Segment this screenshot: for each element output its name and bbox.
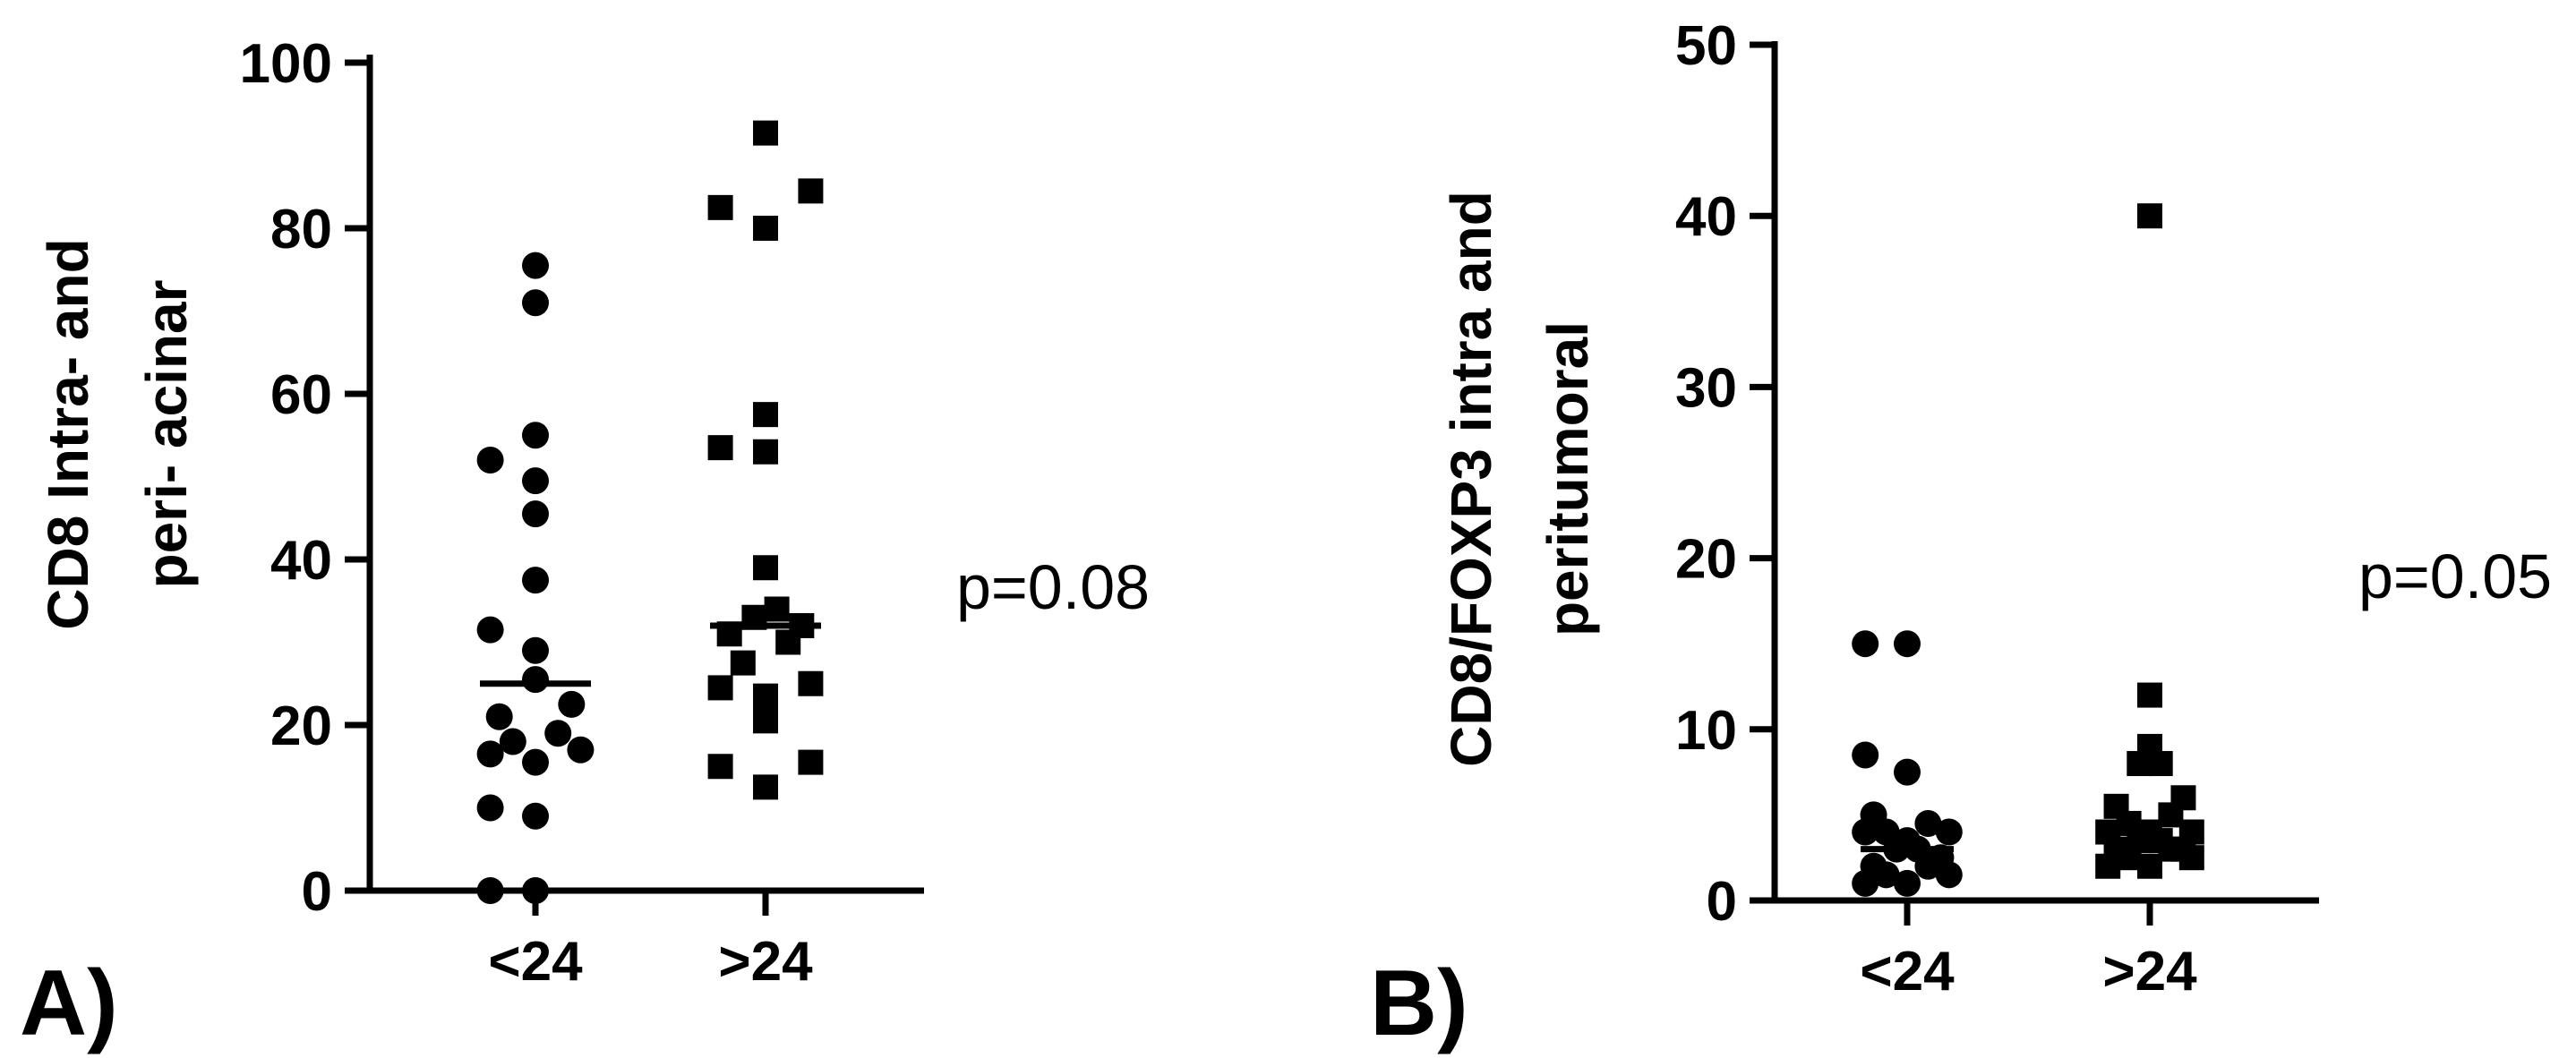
panel-b-point-gt24 [2137, 733, 2162, 759]
panel-a-point-gt24 [707, 194, 733, 220]
panel-a-y-tick-label: 0 [302, 861, 332, 923]
panel-b-point-lt24 [1894, 869, 1921, 897]
panel-a-point-gt24 [753, 555, 778, 581]
panel-b-y-tick-label: 40 [1675, 186, 1737, 248]
panel-a-point-gt24 [753, 774, 778, 800]
panel-a-p-value: p=0.08 [956, 552, 1150, 622]
panel-a-y-axis-title-line2: peri- acinar [134, 279, 199, 588]
panel-a-point-gt24 [707, 754, 733, 780]
panel-a-y-tick-label: 80 [270, 199, 332, 260]
panel-b-y-tick-label: 10 [1675, 700, 1737, 762]
panel-a-point-gt24 [753, 683, 778, 709]
panel-a-point-lt24 [522, 666, 549, 694]
panel-a-marks [476, 120, 824, 904]
panel-a-point-gt24 [707, 675, 733, 701]
panel-a-point-gt24 [753, 120, 778, 146]
panel-a-y-axis-title-line1: CD8 Intra- and [36, 238, 100, 629]
panel-a-point-lt24 [522, 252, 549, 279]
panel-a-point-lt24 [522, 802, 549, 830]
panel-a-point-gt24 [753, 708, 778, 734]
panel-a-point-lt24 [476, 794, 504, 822]
panel-b-point-lt24 [1860, 852, 1887, 880]
panel-a-point-lt24 [522, 289, 549, 317]
panel-b-y-tick-label: 30 [1675, 357, 1737, 419]
panel-a-point-lt24 [522, 500, 549, 528]
panel-a-point-lt24 [522, 748, 549, 776]
panel-b-x-ticks: <24 >24 [1860, 900, 2197, 1003]
panel-a-point-lt24 [522, 567, 549, 594]
panel-a-point-gt24 [798, 749, 824, 775]
panel-b-y-axis-title-line2: peritumoral [1536, 321, 1600, 636]
panel-a-point-lt24 [476, 447, 504, 474]
panel-a-point-lt24 [567, 736, 595, 764]
panel-b-y-tick-label: 50 [1675, 15, 1737, 77]
panel-b-y-ticks: 0 10 20 30 40 50 [1675, 15, 1775, 933]
panel-b-point-gt24 [2137, 853, 2162, 879]
panel-b-point-gt24 [2137, 682, 2162, 708]
panel-b-point-gt24 [2103, 793, 2129, 819]
panel-a-y-tick-label: 20 [270, 695, 332, 757]
panel-b-p-value: p=0.05 [2358, 542, 2552, 611]
panel-a-point-gt24 [730, 650, 756, 676]
panel-a-label: A) [20, 951, 118, 1055]
panel-a-point-gt24 [798, 178, 824, 204]
panel-b-point-lt24 [1860, 801, 1887, 829]
panel-a-point-lt24 [522, 467, 549, 495]
panel-b-point-lt24 [1894, 758, 1921, 786]
panel-b-point-gt24 [2137, 203, 2162, 229]
panel-b-y-tick-label: 0 [1707, 871, 1737, 933]
panel-a-y-tick-label: 60 [270, 364, 332, 426]
panel-b-point-lt24 [1894, 630, 1921, 658]
panel-a-point-lt24 [499, 728, 526, 755]
panel-a-y-tick-label: 40 [270, 530, 332, 592]
panel-a-point-gt24 [764, 596, 790, 622]
panel-b-label: B) [1370, 951, 1468, 1055]
panel-a-point-gt24 [798, 670, 824, 696]
panel-a-point-gt24 [753, 216, 778, 241]
panel-a-point-gt24 [753, 402, 778, 428]
panel-a-x-tick-label: <24 [488, 931, 583, 993]
panel-b-point-lt24 [1852, 630, 1879, 658]
panel-a-point-gt24 [753, 439, 778, 465]
panel-a-y-ticks: 0 20 40 60 80 100 [240, 33, 370, 923]
panel-b: 0 10 20 30 40 50 <24 >24 CD8/FOXP3 intra and p… [1370, 15, 2552, 1055]
panel-b-point-lt24 [1914, 809, 1942, 837]
panel-b-point-lt24 [1852, 741, 1879, 769]
panel-b-marks [1852, 203, 2204, 897]
panel-a-point-lt24 [522, 422, 549, 449]
panel-a-point-gt24 [707, 435, 733, 461]
panel-a-x-tick-label: >24 [718, 931, 813, 993]
panel-b-x-tick-label: >24 [2102, 941, 2197, 1003]
panel-a-point-lt24 [476, 740, 504, 768]
panel-a-point-lt24 [544, 720, 572, 747]
panel-a-point-lt24 [485, 703, 513, 730]
panel-a-point-lt24 [522, 636, 549, 664]
panel-b-point-lt24 [1935, 818, 1963, 846]
panel-b-x-tick-label: <24 [1860, 941, 1955, 1003]
panel-a-point-lt24 [476, 616, 504, 644]
panel-a-x-ticks: <24 >24 [488, 891, 813, 993]
panel-a-point-lt24 [558, 690, 586, 718]
panel-b-y-axis-title-line1: CD8/FOXP3 intra and [1439, 191, 1503, 767]
panel-a-y-tick-label: 100 [240, 33, 332, 95]
panel-a: 0 20 40 60 80 100 <24 >24 CD8 Intra- and peri-… [20, 33, 1150, 1055]
panel-b-point-gt24 [2170, 785, 2196, 811]
panel-b-y-tick-label: 20 [1675, 529, 1737, 591]
